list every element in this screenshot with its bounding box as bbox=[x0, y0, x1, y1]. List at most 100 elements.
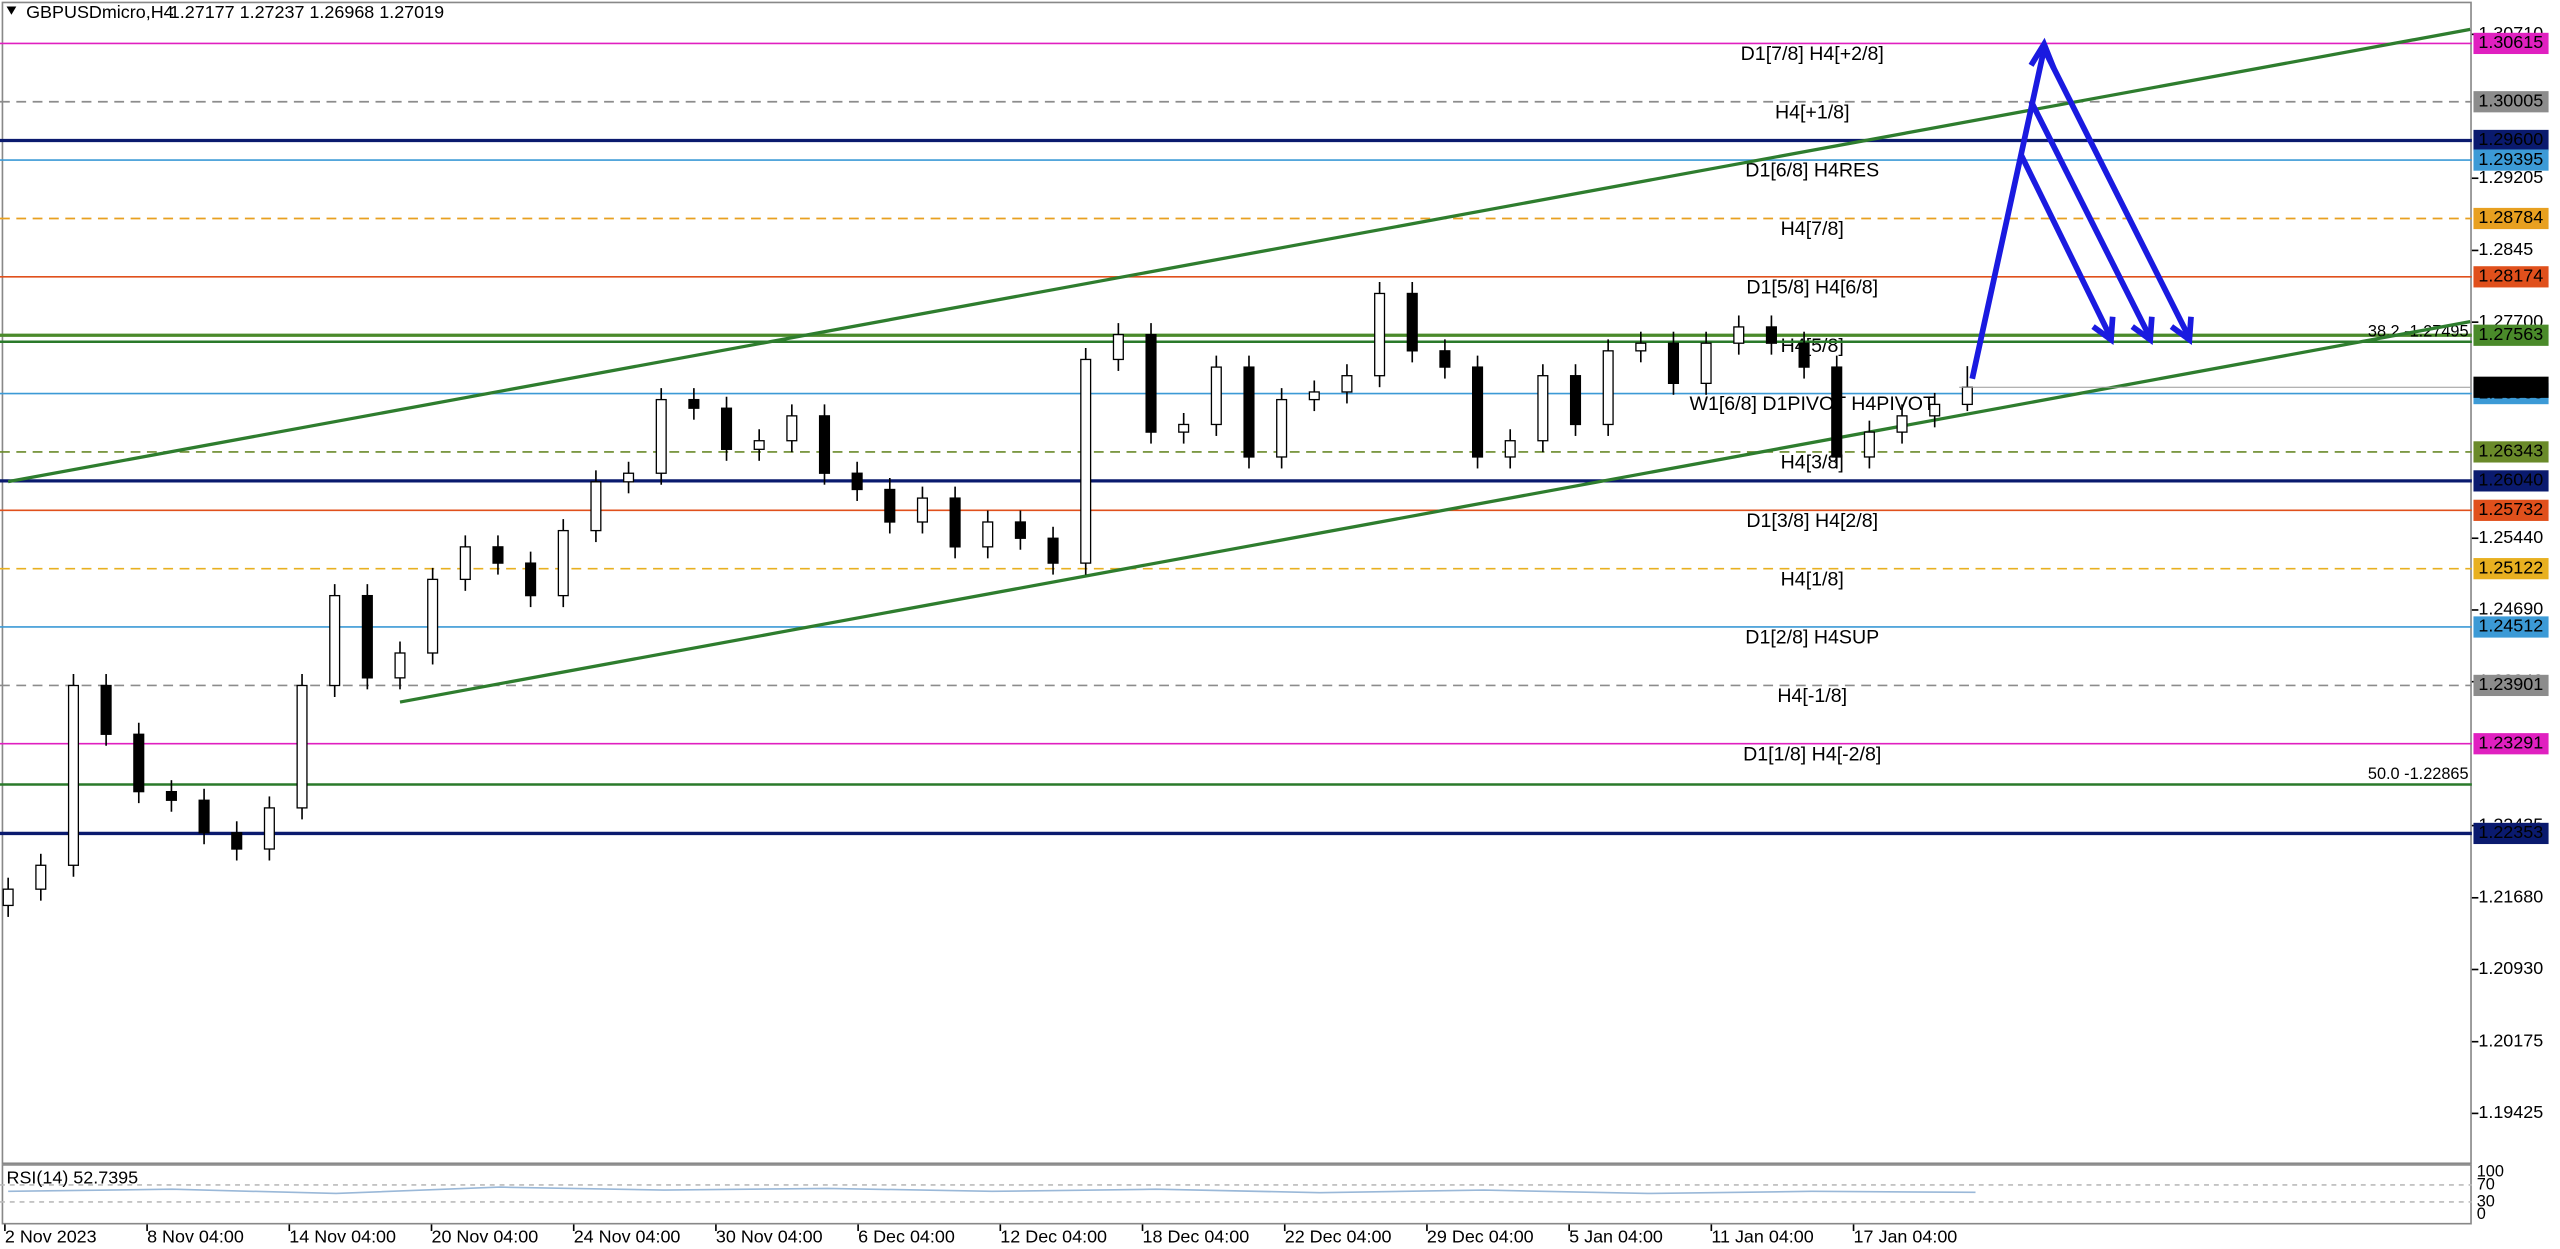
arrow-head bbox=[2130, 316, 2155, 345]
x-tick-label: 11 Jan 04:00 bbox=[1711, 1226, 1813, 1246]
y-tick-label: 1.20930 bbox=[2478, 958, 2543, 978]
x-tick-label: 17 Jan 04:00 bbox=[1854, 1226, 1958, 1246]
candle-body bbox=[1831, 366, 1843, 458]
level-label: H4[5/8] bbox=[1781, 335, 1844, 357]
y-tick-label: 1.21680 bbox=[2478, 887, 2543, 907]
candle-body bbox=[1112, 333, 1124, 361]
price-box bbox=[2473, 470, 2549, 492]
arrow-head bbox=[2169, 316, 2194, 345]
candle-body bbox=[753, 440, 765, 450]
menu-arrow[interactable] bbox=[6, 6, 17, 15]
price-box-label: 1.25122 bbox=[2478, 557, 2543, 577]
candle-body bbox=[2, 888, 14, 907]
price-box bbox=[2473, 207, 2549, 230]
candle-body bbox=[720, 407, 733, 450]
candle-body bbox=[1439, 350, 1451, 368]
candle-body bbox=[1569, 375, 1582, 426]
candle-body bbox=[1896, 415, 1908, 433]
price-box-label: 1.24512 bbox=[2478, 616, 2543, 636]
y-tick-label: 1.2845 bbox=[2478, 239, 2533, 259]
x-tick-label: 2 Nov 2023 bbox=[5, 1226, 97, 1246]
candle-body bbox=[851, 472, 863, 491]
price-box-label: 1.26343 bbox=[2478, 441, 2543, 461]
candle-body bbox=[1341, 375, 1353, 393]
candle-body bbox=[884, 488, 896, 523]
candle-body bbox=[198, 799, 210, 834]
price-box bbox=[2473, 266, 2549, 288]
price-box-label: 1.29600 bbox=[2478, 129, 2543, 149]
y-tick-label: 1.24690 bbox=[2478, 599, 2543, 619]
candle-body bbox=[623, 472, 635, 483]
y-tick-label: 1.25440 bbox=[2478, 527, 2543, 547]
price-box-label: 1.26040 bbox=[2478, 470, 2543, 490]
x-tick-label: 6 Dec 04:00 bbox=[858, 1226, 955, 1246]
candle-body bbox=[1929, 403, 1941, 417]
level-label: D1[3/8] H4[2/8] bbox=[1746, 510, 1878, 532]
candle-body bbox=[1276, 398, 1288, 458]
levels: D1[7/8] H4[+2/8] H4[+1/8] D1[6/8] H4RES H4[… bbox=[0, 42, 2472, 836]
candle-body bbox=[361, 594, 373, 679]
candle-body bbox=[1700, 342, 1712, 385]
price-box-label: 1.30615 bbox=[2478, 32, 2543, 52]
arrow-head bbox=[2091, 316, 2116, 345]
candle-body bbox=[557, 529, 569, 597]
candle-body bbox=[1243, 366, 1255, 458]
price-box-label: 1.27563 bbox=[2478, 324, 2543, 344]
rsi-tick-label: 70 bbox=[2477, 1175, 2495, 1193]
x-tick-label: 29 Dec 04:00 bbox=[1427, 1226, 1534, 1246]
level-label: D1[6/8] H4RES bbox=[1745, 160, 1879, 182]
candles bbox=[2, 281, 1973, 917]
candle-body bbox=[1374, 292, 1386, 377]
candle-body bbox=[1765, 326, 1777, 344]
candle-body bbox=[427, 578, 439, 654]
level-label: H4[-1/8] bbox=[1777, 685, 1847, 707]
price-box bbox=[2473, 149, 2549, 171]
rsi-line bbox=[8, 1186, 1976, 1195]
candle-body bbox=[1472, 366, 1484, 458]
rsi-tick-label: 100 bbox=[2477, 1163, 2504, 1181]
level-label: W1[6/8] D1PIVOT H4PIVOT bbox=[1689, 393, 1935, 415]
price-box bbox=[2473, 32, 2549, 55]
price-box bbox=[2473, 441, 2549, 463]
candle-body bbox=[949, 497, 961, 548]
candle-body bbox=[296, 684, 308, 809]
channel-lower bbox=[399, 320, 2471, 704]
candle-body bbox=[916, 497, 928, 523]
candle-body bbox=[263, 807, 275, 850]
level-label: H4[7/8] bbox=[1781, 218, 1844, 240]
candle-body bbox=[100, 684, 112, 735]
candle-body bbox=[1014, 521, 1026, 539]
candle-body bbox=[1667, 342, 1680, 385]
channel-upper bbox=[7, 27, 2471, 484]
arrow-head bbox=[2028, 37, 2057, 70]
level-label: D1[5/8] H4[6/8] bbox=[1746, 276, 1878, 298]
price-box bbox=[2473, 324, 2549, 346]
symbol: GBPUSDmicro,H4 bbox=[26, 2, 174, 22]
price-box-label: 1.28174 bbox=[2478, 266, 2543, 286]
candle-body bbox=[1178, 423, 1190, 433]
price-box bbox=[2473, 674, 2549, 697]
x-tick-label: 8 Nov 04:00 bbox=[147, 1226, 244, 1246]
candle-body bbox=[1961, 386, 1973, 406]
level-label: H4[1/8] bbox=[1781, 568, 1844, 590]
price-box bbox=[2473, 91, 2549, 113]
candle-body bbox=[1635, 342, 1647, 352]
price-box bbox=[2473, 376, 2549, 398]
candle-body bbox=[655, 398, 667, 474]
candle-body bbox=[1308, 391, 1320, 401]
level-label: H4[3/8] bbox=[1781, 452, 1844, 474]
candle-body bbox=[492, 546, 504, 564]
x-tick-label: 20 Nov 04:00 bbox=[432, 1226, 539, 1246]
price-box-label: 1.23291 bbox=[2478, 732, 2543, 752]
candle-body bbox=[231, 832, 243, 850]
price-box bbox=[2473, 129, 2549, 152]
y-tick-label: 1.29205 bbox=[2478, 167, 2543, 187]
candle-body bbox=[1537, 375, 1549, 442]
price-box-label: 1.25732 bbox=[2478, 499, 2543, 519]
fib-label: 50.0 -1.22865 bbox=[2368, 765, 2469, 783]
rsi-tick-label: 30 bbox=[2477, 1192, 2495, 1210]
candle-body bbox=[165, 790, 177, 801]
level-label: D1[2/8] H4SUP bbox=[1745, 627, 1879, 649]
x-tick-label: 14 Nov 04:00 bbox=[289, 1226, 396, 1246]
